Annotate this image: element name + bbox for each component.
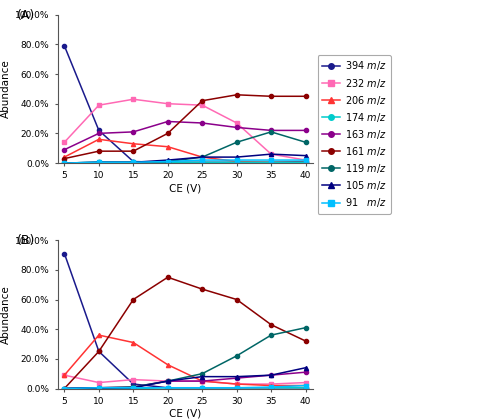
Legend: 394 $\it{m/z}$, 232 $\it{m/z}$, 206 $\it{m/z}$, 174 $\it{m/z}$, 163 $\it{m/z}$, : 394 $\it{m/z}$, 232 $\it{m/z}$, 206 $\it… bbox=[318, 55, 392, 214]
X-axis label: CE (V): CE (V) bbox=[169, 183, 201, 193]
Y-axis label: Abundance: Abundance bbox=[0, 285, 10, 344]
Text: (A): (A) bbox=[16, 9, 35, 22]
X-axis label: CE (V): CE (V) bbox=[169, 409, 201, 419]
Text: (B): (B) bbox=[16, 234, 35, 247]
Y-axis label: Abundance: Abundance bbox=[0, 60, 10, 118]
